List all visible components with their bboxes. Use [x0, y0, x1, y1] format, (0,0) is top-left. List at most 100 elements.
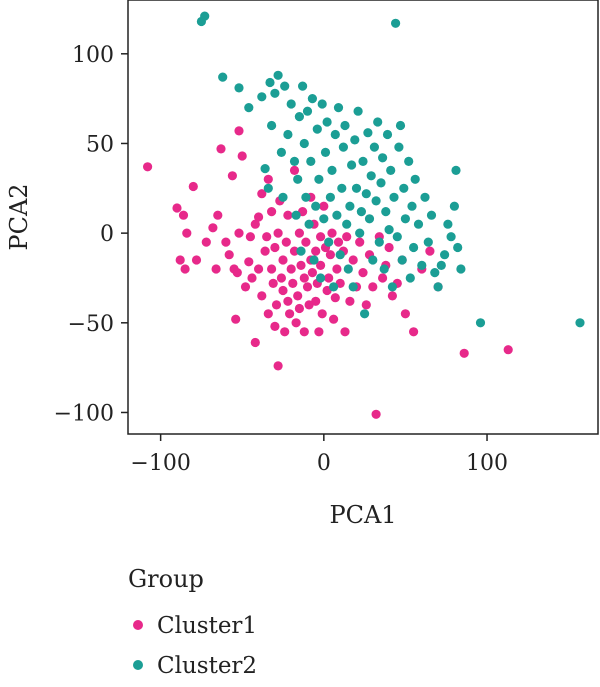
data-point-cluster2: [320, 147, 331, 157]
data-point-cluster2: [381, 207, 391, 217]
data-point-cluster1: [368, 282, 378, 292]
data-point-cluster1: [240, 282, 251, 292]
data-point-cluster2: [371, 196, 381, 206]
data-point-cluster1: [244, 257, 254, 267]
data-point-cluster2: [278, 192, 288, 202]
data-point-cluster2: [342, 219, 352, 229]
data-point-cluster2: [436, 260, 446, 270]
data-point-cluster2: [333, 103, 344, 113]
data-point-cluster1: [345, 296, 355, 306]
data-point-cluster2: [409, 242, 419, 253]
data-point-cluster1: [296, 260, 306, 270]
data-point-cluster1: [384, 242, 394, 253]
data-point-cluster2: [309, 255, 319, 265]
data-point-cluster2: [301, 192, 311, 202]
data-point-cluster2: [307, 94, 317, 104]
data-point-cluster1: [175, 255, 185, 265]
legend-marker-cluster1: [133, 620, 143, 630]
data-point-cluster1: [234, 126, 244, 136]
data-point-cluster1: [188, 181, 198, 192]
data-point-cluster1: [273, 228, 283, 238]
data-point-cluster1: [270, 242, 280, 253]
data-point-cluster1: [254, 264, 264, 274]
data-point-cluster2: [291, 210, 301, 220]
data-point-cluster1: [211, 264, 221, 274]
data-point-cluster2: [319, 214, 329, 224]
data-point-cluster1: [257, 189, 267, 199]
data-point-cluster1: [409, 327, 419, 337]
data-point-cluster1: [333, 237, 344, 247]
data-point-cluster2: [399, 183, 409, 193]
data-point-cluster2: [386, 165, 396, 175]
data-point-cluster1: [250, 337, 260, 348]
data-point-cluster2: [404, 156, 414, 166]
data-point-cluster1: [361, 300, 371, 310]
data-point-cluster2: [394, 142, 404, 152]
y-axis-ticks: −100 −50 0 50 100: [54, 43, 128, 426]
data-point-cluster1: [503, 345, 513, 355]
data-point-cluster1: [280, 327, 290, 337]
data-point-cluster2: [446, 232, 456, 242]
data-point-cluster2: [273, 70, 283, 80]
data-point-cluster1: [327, 228, 337, 238]
data-point-cluster2: [387, 282, 397, 292]
data-point-cluster2: [332, 210, 342, 220]
data-point-cluster2: [294, 112, 304, 122]
data-point-cluster2: [575, 318, 585, 328]
data-point-cluster2: [407, 201, 417, 211]
data-point-cluster1: [268, 278, 278, 288]
data-point-cluster2: [257, 92, 267, 102]
data-point-cluster2: [267, 120, 277, 131]
data-point-cluster1: [425, 246, 435, 256]
data-point-cluster2: [353, 106, 363, 116]
data-point-cluster1: [293, 291, 303, 301]
data-point-cluster1: [299, 327, 309, 337]
data-point-cluster2: [373, 117, 383, 127]
data-point-cluster2: [376, 178, 386, 188]
data-point-cluster2: [433, 282, 443, 292]
data-point-cluster2: [456, 264, 466, 274]
data-point-cluster1: [325, 250, 335, 260]
data-point-cluster2: [391, 18, 401, 28]
data-point-cluster2: [395, 120, 406, 131]
data-point-cluster1: [267, 264, 277, 274]
data-point-cluster2: [337, 183, 347, 193]
legend-items: Cluster1 Cluster2: [133, 613, 257, 679]
data-point-cluster1: [316, 260, 326, 270]
data-point-cluster2: [443, 219, 453, 229]
data-point-cluster1: [330, 293, 340, 303]
data-point-cluster1: [289, 246, 300, 256]
data-point-cluster1: [232, 268, 242, 278]
data-point-cluster2: [358, 156, 368, 166]
data-point-cluster1: [371, 409, 381, 419]
legend: Group Cluster1 Cluster2: [128, 565, 257, 679]
data-point-cluster1: [302, 282, 313, 292]
data-point-cluster1: [299, 273, 309, 283]
data-point-cluster1: [400, 309, 410, 319]
data-points: [143, 11, 585, 419]
data-point-cluster1: [324, 273, 334, 283]
data-point-cluster2: [296, 246, 306, 256]
data-point-cluster2: [330, 129, 340, 140]
data-point-cluster1: [286, 264, 296, 274]
data-point-cluster2: [263, 183, 273, 193]
data-point-cluster1: [329, 314, 339, 324]
data-point-cluster1: [216, 144, 226, 154]
data-point-cluster1: [378, 273, 388, 283]
data-point-cluster1: [267, 207, 277, 217]
data-point-cluster2: [306, 156, 316, 166]
data-point-cluster1: [285, 309, 295, 319]
data-point-cluster2: [397, 255, 407, 265]
data-point-cluster1: [340, 327, 350, 337]
data-point-cluster2: [440, 250, 450, 260]
data-point-cluster2: [276, 147, 286, 157]
data-point-cluster2: [382, 129, 393, 140]
data-point-cluster1: [213, 210, 223, 220]
data-point-cluster1: [278, 255, 288, 265]
data-point-cluster1: [234, 228, 244, 238]
legend-label-cluster2: Cluster2: [157, 653, 257, 679]
data-point-cluster1: [281, 237, 291, 247]
data-point-cluster1: [247, 273, 257, 283]
data-point-cluster1: [221, 237, 231, 247]
